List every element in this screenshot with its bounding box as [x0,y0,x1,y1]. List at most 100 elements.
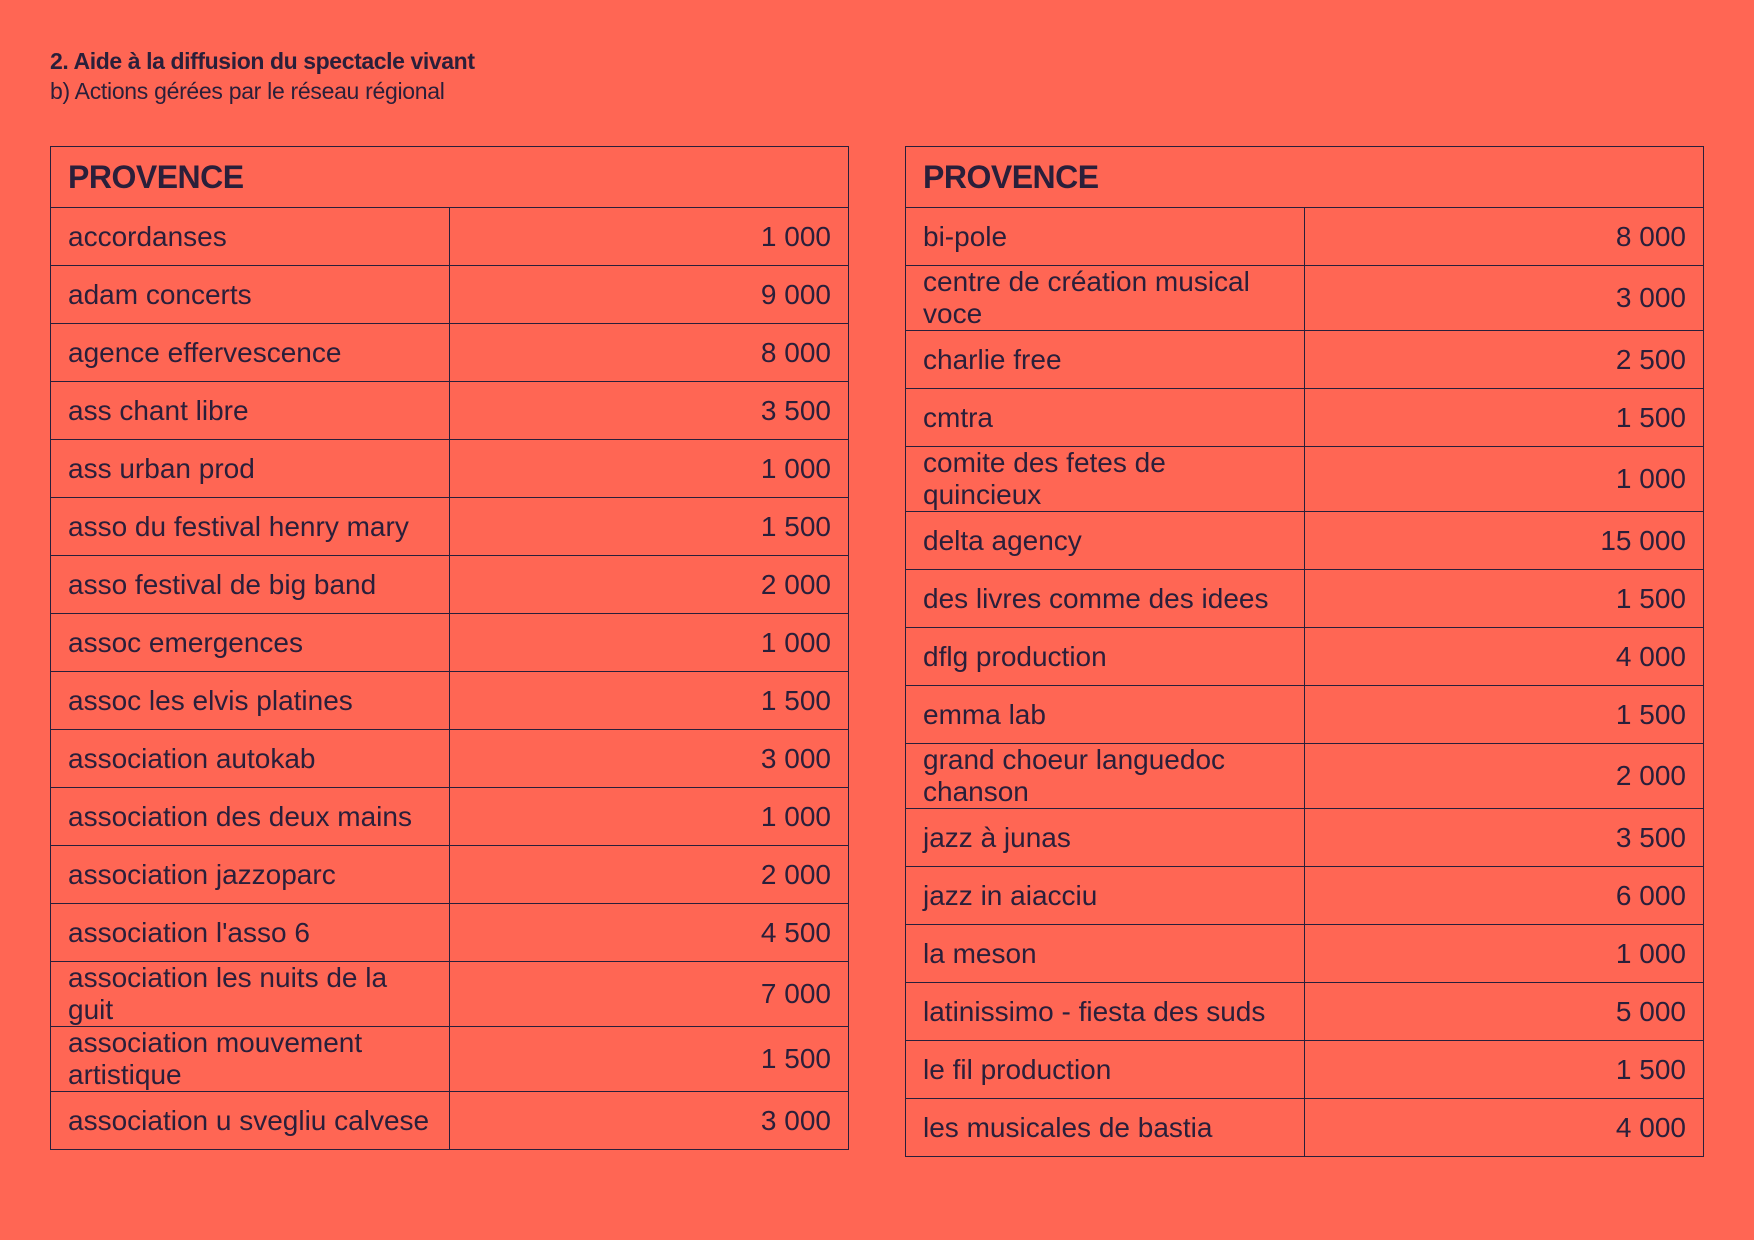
grant-amount: 8 000 [449,323,849,382]
table-row: association jazzoparc 2 000 [50,845,849,904]
grant-amount: 2 500 [1304,330,1704,389]
table-heading: PROVENCE [50,146,849,208]
grant-amount: 1 000 [1304,924,1704,983]
page-header: 2. Aide à la diffusion du spectacle viva… [50,46,475,106]
organisation-name: la meson [905,924,1305,983]
grant-amount: 3 000 [1304,265,1704,331]
table-row: charlie free 2 500 [905,330,1704,389]
organisation-name: delta agency [905,511,1305,570]
section-subtitle: b) Actions gérées par le réseau régional [50,78,445,104]
grant-amount: 9 000 [449,265,849,324]
grant-amount: 7 000 [449,961,849,1027]
organisation-name: assoc emergences [50,613,450,672]
organisation-name: association jazzoparc [50,845,450,904]
table-header-row: PROVENCE [50,146,849,208]
grant-amount: 3 000 [449,729,849,788]
grant-amount: 1 000 [449,207,849,266]
organisation-name: accordanses [50,207,450,266]
grant-amount: 1 500 [1304,388,1704,447]
table-row: les musicales de bastia 4 000 [905,1098,1704,1157]
organisation-name: asso du festival henry mary [50,497,450,556]
organisation-name: emma lab [905,685,1305,744]
table-row: association des deux mains 1 000 [50,787,849,846]
table-row: asso festival de big band 2 000 [50,555,849,614]
table-row: asso du festival henry mary 1 500 [50,497,849,556]
grant-amount: 2 000 [449,845,849,904]
grant-amount: 5 000 [1304,982,1704,1041]
organisation-name: assoc les elvis platines [50,671,450,730]
table-row: association u svegliu calvese 3 000 [50,1091,849,1150]
organisation-name: latinissimo - fiesta des suds [905,982,1305,1041]
table-row: association mouvement artistique 1 500 [50,1026,849,1092]
grant-amount: 3 500 [449,381,849,440]
grant-amount: 2 000 [1304,743,1704,809]
grant-amount: 1 500 [1304,685,1704,744]
table-row: bi-pole 8 000 [905,207,1704,266]
grant-amount: 3 500 [1304,808,1704,867]
organisation-name: asso festival de big band [50,555,450,614]
table-heading: PROVENCE [905,146,1704,208]
grant-amount: 1 500 [1304,569,1704,628]
organisation-name: association mouvement artistique [50,1026,450,1092]
organisation-name: agence effervescence [50,323,450,382]
organisation-name: cmtra [905,388,1305,447]
grant-amount: 1 500 [449,671,849,730]
organisation-name: bi-pole [905,207,1305,266]
table-row: ass urban prod 1 000 [50,439,849,498]
table-row: jazz à junas 3 500 [905,808,1704,867]
table-row: agence effervescence 8 000 [50,323,849,382]
organisation-name: jazz à junas [905,808,1305,867]
grant-amount: 4 000 [1304,1098,1704,1157]
table-row: cmtra 1 500 [905,388,1704,447]
table-row: adam concerts 9 000 [50,265,849,324]
grant-amount: 1 500 [449,497,849,556]
table-row: la meson 1 000 [905,924,1704,983]
grant-amount: 2 000 [449,555,849,614]
table-row: delta agency 15 000 [905,511,1704,570]
grant-amount: 1 000 [449,439,849,498]
organisation-name: dflg production [905,627,1305,686]
grant-amount: 3 000 [449,1091,849,1150]
table-row: le fil production 1 500 [905,1040,1704,1099]
organisation-name: des livres comme des idees [905,569,1305,628]
grant-amount: 6 000 [1304,866,1704,925]
grant-amount: 8 000 [1304,207,1704,266]
grant-amount: 4 000 [1304,627,1704,686]
table-row: des livres comme des idees 1 500 [905,569,1704,628]
table-row: accordanses 1 000 [50,207,849,266]
table-row: centre de création musical voce 3 000 [905,265,1704,331]
provence-table-right: PROVENCE bi-pole 8 000 centre de création … [905,146,1704,1157]
table-row: jazz in aiacciu 6 000 [905,866,1704,925]
grant-amount: 1 500 [449,1026,849,1092]
organisation-name: grand choeur languedoc chanson [905,743,1305,809]
organisation-name: association autokab [50,729,450,788]
organisation-name: ass chant libre [50,381,450,440]
table-row: dflg production 4 000 [905,627,1704,686]
organisation-name: comite des fetes de quincieux [905,446,1305,512]
table-row: ass chant libre 3 500 [50,381,849,440]
provence-table-left: PROVENCE accordanses 1 000 adam concerts 9 … [50,146,849,1150]
table-row: grand choeur languedoc chanson 2 000 [905,743,1704,809]
grant-amount: 1 000 [449,787,849,846]
organisation-name: jazz in aiacciu [905,866,1305,925]
organisation-name: centre de création musical voce [905,265,1305,331]
table-row: assoc emergences 1 000 [50,613,849,672]
organisation-name: association des deux mains [50,787,450,846]
table-header-row: PROVENCE [905,146,1704,208]
organisation-name: association u svegliu calvese [50,1091,450,1150]
organisation-name: les musicales de bastia [905,1098,1305,1157]
grant-amount: 1 500 [1304,1040,1704,1099]
table-row: latinissimo - fiesta des suds 5 000 [905,982,1704,1041]
table-row: emma lab 1 500 [905,685,1704,744]
organisation-name: association l'asso 6 [50,903,450,962]
organisation-name: adam concerts [50,265,450,324]
table-row: assoc les elvis platines 1 500 [50,671,849,730]
section-title: 2. Aide à la diffusion du spectacle viva… [50,48,475,74]
organisation-name: charlie free [905,330,1305,389]
grant-amount: 15 000 [1304,511,1704,570]
table-row: association autokab 3 000 [50,729,849,788]
grant-amount: 1 000 [1304,446,1704,512]
organisation-name: ass urban prod [50,439,450,498]
organisation-name: association les nuits de la guit [50,961,450,1027]
